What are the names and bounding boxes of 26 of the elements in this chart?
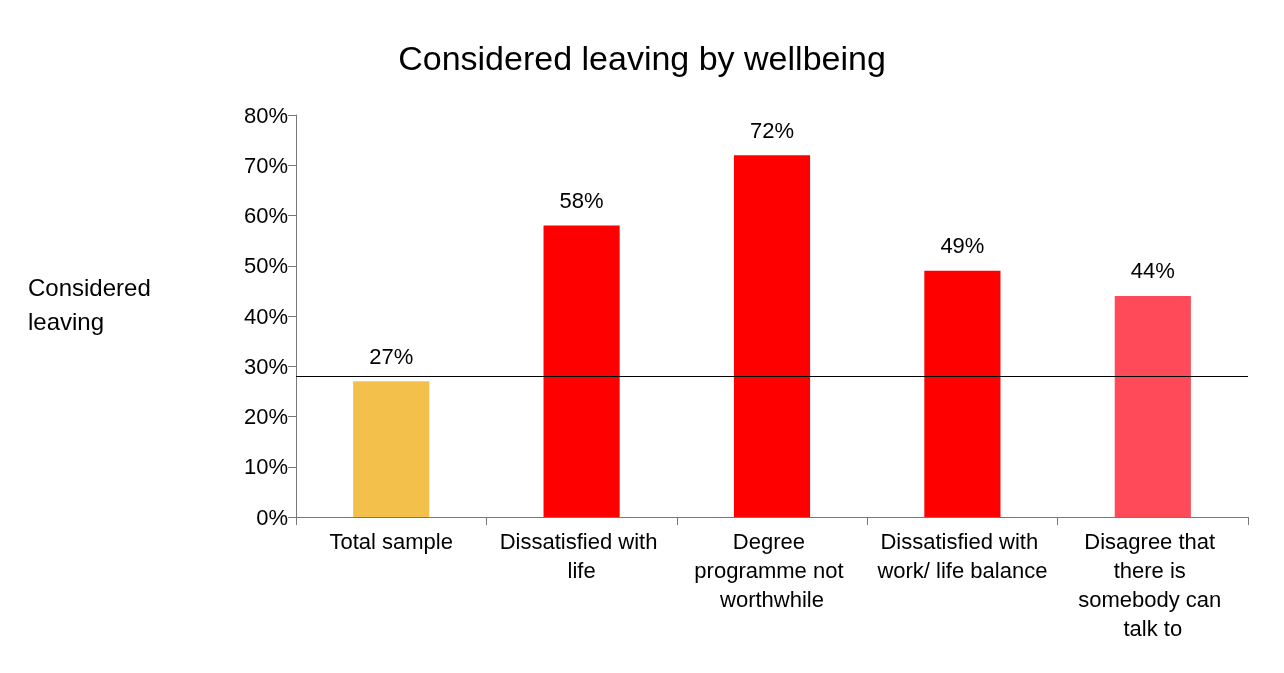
x-tick-label: Disagree that there is somebody can talk to	[1078, 529, 1228, 641]
bar	[353, 381, 430, 517]
x-tick-label: Total sample	[329, 529, 453, 554]
y-tick-label: 10%	[243, 454, 288, 480]
x-tick-label: Dissatisfied with life	[499, 529, 664, 583]
y-tick-label: 20%	[243, 404, 288, 429]
bar	[543, 225, 620, 517]
y-tick-label: 50%	[243, 253, 288, 279]
data-label: 72%	[749, 117, 795, 143]
y-tick-label: 60%	[243, 203, 288, 228]
y-tick-label: 40%	[243, 303, 288, 329]
data-label: 49%	[940, 233, 985, 259]
y-tick-label: 30%	[243, 353, 288, 379]
y-tick-label: 70%	[243, 152, 288, 178]
data-label: 27%	[369, 343, 414, 369]
data-label: 44%	[1130, 258, 1175, 284]
y-axis-title: Considered leaving	[28, 273, 158, 335]
x-tick-label: Dissatisfied with work/ life balance	[876, 529, 1048, 583]
bar	[733, 155, 811, 517]
data-label: 58%	[559, 188, 604, 214]
x-tick-label: Degree programme not worthwhile	[694, 529, 850, 612]
bar	[924, 270, 1001, 517]
bar	[1114, 295, 1191, 517]
chart-title: Considered leaving by wellbeing	[398, 39, 886, 77]
y-tick-label: 80%	[243, 102, 288, 128]
y-tick-label: 0%	[256, 504, 288, 530]
